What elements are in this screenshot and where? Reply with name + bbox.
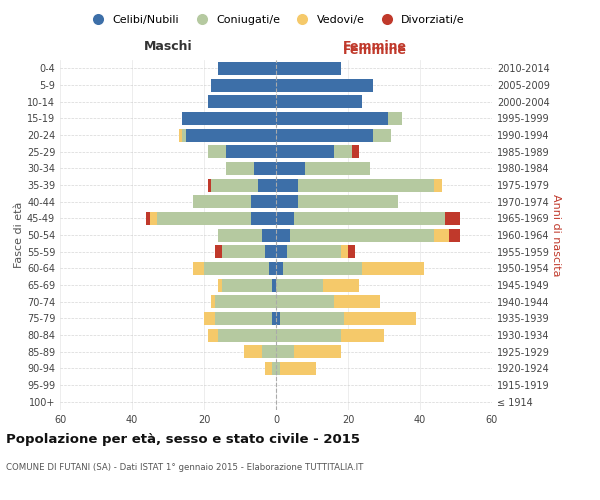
Bar bbox=[157, 212, 251, 225]
Bar bbox=[262, 345, 276, 358]
Bar bbox=[272, 278, 276, 291]
Bar bbox=[294, 212, 445, 225]
Bar bbox=[276, 262, 283, 275]
Bar bbox=[258, 178, 276, 192]
Bar bbox=[294, 345, 341, 358]
Bar bbox=[265, 362, 272, 375]
Bar bbox=[215, 295, 276, 308]
Bar bbox=[222, 278, 272, 291]
Bar bbox=[276, 128, 373, 141]
Bar bbox=[362, 262, 424, 275]
Bar bbox=[186, 128, 276, 141]
Legend: Celibi/Nubili, Coniugati/e, Vedovi/e, Divorziati/e: Celibi/Nubili, Coniugati/e, Vedovi/e, Di… bbox=[83, 10, 469, 29]
Bar bbox=[276, 295, 334, 308]
Bar bbox=[334, 295, 380, 308]
Bar bbox=[276, 78, 373, 92]
Y-axis label: Anni di nascita: Anni di nascita bbox=[551, 194, 561, 276]
Bar bbox=[449, 228, 460, 241]
Bar bbox=[434, 178, 442, 192]
Bar bbox=[323, 278, 359, 291]
Bar bbox=[204, 312, 215, 325]
Bar bbox=[434, 228, 449, 241]
Bar bbox=[193, 195, 251, 208]
Bar bbox=[276, 328, 341, 342]
Bar bbox=[298, 178, 434, 192]
Bar bbox=[215, 245, 222, 258]
Bar bbox=[251, 212, 276, 225]
Bar bbox=[269, 262, 276, 275]
Bar bbox=[276, 312, 280, 325]
Bar bbox=[208, 95, 276, 108]
Bar bbox=[276, 195, 298, 208]
Bar bbox=[254, 162, 276, 175]
Bar bbox=[218, 62, 276, 75]
Bar bbox=[341, 245, 348, 258]
Text: Popolazione per età, sesso e stato civile - 2015: Popolazione per età, sesso e stato civil… bbox=[6, 432, 360, 446]
Bar bbox=[222, 245, 265, 258]
Bar bbox=[334, 145, 352, 158]
Bar bbox=[388, 112, 402, 125]
Bar bbox=[218, 228, 262, 241]
Bar bbox=[244, 345, 262, 358]
Bar bbox=[251, 195, 276, 208]
Bar bbox=[373, 128, 391, 141]
Bar bbox=[262, 228, 276, 241]
Bar bbox=[276, 178, 298, 192]
Bar bbox=[348, 245, 355, 258]
Bar bbox=[276, 145, 334, 158]
Bar bbox=[204, 262, 269, 275]
Bar bbox=[276, 162, 305, 175]
Bar bbox=[280, 312, 344, 325]
Bar bbox=[276, 95, 362, 108]
Bar bbox=[283, 262, 362, 275]
Bar bbox=[211, 178, 258, 192]
Bar bbox=[352, 145, 359, 158]
Bar bbox=[290, 228, 434, 241]
Bar bbox=[276, 245, 287, 258]
Text: Femmine: Femmine bbox=[343, 44, 407, 57]
Bar bbox=[305, 162, 370, 175]
Bar bbox=[208, 145, 226, 158]
Text: Femmine: Femmine bbox=[343, 40, 407, 52]
Bar bbox=[211, 295, 215, 308]
Bar bbox=[276, 278, 323, 291]
Bar bbox=[179, 128, 182, 141]
Bar bbox=[276, 212, 294, 225]
Bar bbox=[226, 145, 276, 158]
Bar bbox=[182, 128, 186, 141]
Bar bbox=[218, 328, 276, 342]
Bar bbox=[150, 212, 157, 225]
Bar bbox=[193, 262, 204, 275]
Bar bbox=[341, 328, 384, 342]
Bar bbox=[265, 245, 276, 258]
Bar bbox=[182, 112, 276, 125]
Bar bbox=[215, 312, 272, 325]
Y-axis label: Fasce di età: Fasce di età bbox=[14, 202, 24, 268]
Bar bbox=[276, 345, 294, 358]
Text: COMUNE DI FUTANI (SA) - Dati ISTAT 1° gennaio 2015 - Elaborazione TUTTITALIA.IT: COMUNE DI FUTANI (SA) - Dati ISTAT 1° ge… bbox=[6, 462, 364, 471]
Bar bbox=[280, 362, 316, 375]
Bar bbox=[208, 178, 211, 192]
Bar bbox=[226, 162, 254, 175]
Bar bbox=[445, 212, 460, 225]
Bar bbox=[298, 195, 398, 208]
Bar bbox=[272, 362, 276, 375]
Bar bbox=[276, 112, 388, 125]
Bar bbox=[146, 212, 150, 225]
Bar bbox=[344, 312, 416, 325]
Text: Maschi: Maschi bbox=[143, 40, 193, 52]
Bar bbox=[272, 312, 276, 325]
Bar bbox=[287, 245, 341, 258]
Bar bbox=[276, 362, 280, 375]
Bar bbox=[211, 78, 276, 92]
Bar bbox=[276, 62, 341, 75]
Bar bbox=[208, 328, 218, 342]
Bar bbox=[276, 228, 290, 241]
Bar bbox=[218, 278, 222, 291]
